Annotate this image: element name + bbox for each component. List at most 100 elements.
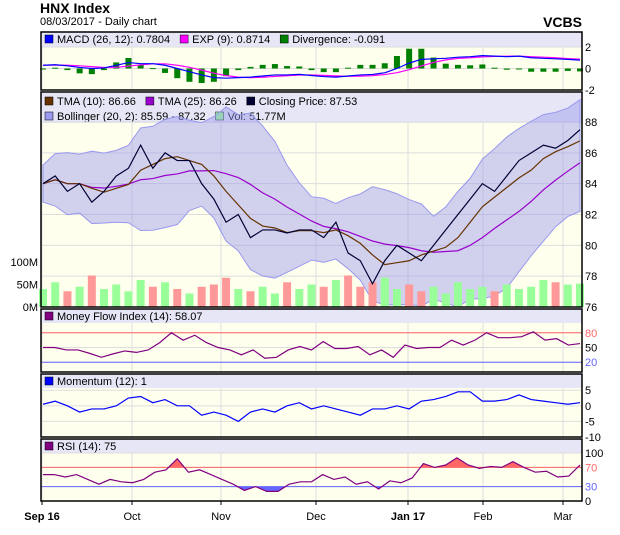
x-axis-label: Mar	[554, 511, 573, 523]
divergence-bar	[515, 68, 522, 70]
volume-bar	[563, 284, 572, 307]
divergence-bar	[137, 64, 144, 69]
divergence-bar	[406, 48, 413, 69]
mfi-legend-swatch	[44, 311, 54, 321]
volume-bar	[100, 289, 109, 307]
rsi-line	[43, 457, 581, 492]
price-tick-label: 78	[585, 271, 597, 283]
volume-bar	[576, 283, 584, 307]
price-legend-swatch	[44, 96, 54, 106]
divergence-bar	[369, 64, 376, 69]
momentum-tick-label: 0	[585, 401, 591, 413]
volume-bar	[234, 289, 243, 307]
volume-bar	[283, 282, 292, 307]
divergence-bar	[198, 68, 205, 84]
volume-bar	[295, 289, 304, 307]
volume-bar	[87, 275, 96, 307]
mfi-tick-label: 50	[585, 343, 597, 355]
macd-legend-item: Divergence: -0.091	[292, 34, 385, 46]
brand-label: VCBS	[543, 14, 582, 30]
volume-bar	[39, 289, 47, 307]
momentum-tick-label: 5	[585, 385, 591, 397]
divergence-bar	[149, 68, 156, 70]
divergence-bar	[235, 68, 242, 71]
divergence-bar	[64, 68, 71, 71]
volume-bar	[380, 277, 389, 307]
rsi-tick-label: 30	[585, 482, 597, 494]
volume-bar	[222, 277, 231, 307]
volume-bar	[185, 293, 194, 307]
rsi-tick-label: 0	[585, 496, 591, 508]
volume-bar	[270, 293, 279, 307]
divergence-bar	[88, 68, 95, 75]
price-tick-label: 82	[585, 210, 597, 222]
macd-legend-item: MACD (26, 12): 0.7804	[57, 34, 170, 46]
divergence-bar	[332, 68, 339, 73]
rsi-tick-label: 70	[585, 462, 597, 474]
macd-tick-label: -2	[585, 85, 595, 97]
x-axis-label: Sep 16	[24, 511, 59, 523]
momentum-legend-item: Momentum (12): 1	[57, 376, 147, 388]
volume-bar	[331, 280, 340, 307]
volume-bar	[405, 284, 414, 307]
momentum-legend-swatch	[44, 376, 54, 386]
divergence-bar	[357, 64, 364, 69]
divergence-bar	[442, 63, 449, 69]
divergence-bar	[320, 68, 327, 73]
volume-bar	[344, 275, 353, 307]
momentum-legend-bg	[41, 374, 582, 388]
volume-bar	[453, 282, 462, 307]
panel-border	[40, 373, 583, 438]
divergence-bar	[418, 48, 425, 69]
volume-bar	[514, 289, 523, 307]
divergence-bar	[223, 68, 230, 77]
divergence-bar	[40, 68, 46, 70]
volume-bar	[466, 289, 475, 307]
divergence-bar	[308, 68, 315, 71]
volume-bar	[209, 284, 218, 307]
macd-tick-label: 0	[585, 64, 591, 76]
volume-bar	[502, 284, 511, 307]
macd-legend-item: EXP (9): 0.8714	[192, 34, 270, 46]
divergence-bar	[393, 56, 400, 69]
rsi-legend-swatch	[44, 441, 54, 451]
x-axis-label: Nov	[211, 511, 231, 523]
volume-bar	[75, 286, 84, 307]
price-tick-label: 80	[585, 240, 597, 252]
price-tick-label: 86	[585, 148, 597, 160]
price-tick-label: 76	[585, 302, 597, 314]
rsi-legend-item: RSI (14): 75	[57, 441, 116, 453]
volume-bar	[392, 289, 401, 307]
divergence-bar	[259, 64, 266, 69]
momentum-tick-label: -10	[585, 432, 601, 444]
macd-tick-label: 2	[585, 42, 591, 54]
price-legend-bg	[41, 93, 582, 123]
volume-bar	[112, 284, 121, 307]
divergence-bar	[503, 68, 510, 70]
panel-border	[40, 31, 583, 91]
divergence-bar	[247, 66, 254, 69]
divergence-bar	[186, 68, 193, 82]
volume-bar	[319, 286, 328, 307]
divergence-bar	[552, 68, 559, 72]
divergence-bar	[174, 68, 181, 79]
x-axis-label: Dec	[306, 511, 326, 523]
volume-bar	[356, 286, 365, 307]
volume-bar	[51, 282, 60, 307]
x-axis-label: Oct	[123, 511, 140, 523]
mfi-tick-label: 80	[585, 328, 597, 340]
x-axis-label: Feb	[474, 511, 493, 523]
volume-bar	[527, 286, 536, 307]
price-legend-swatch	[246, 96, 255, 106]
divergence-bar	[479, 64, 486, 69]
tma10-line	[42, 140, 581, 266]
volume-tick-label: 0M	[23, 302, 38, 314]
volume-bar	[258, 286, 267, 307]
rsi-legend-bg	[41, 439, 582, 453]
volume-bar	[161, 282, 170, 307]
divergence-bar	[101, 68, 108, 71]
mfi-tick-label: 20	[585, 357, 597, 369]
divergence-bar	[345, 67, 352, 69]
